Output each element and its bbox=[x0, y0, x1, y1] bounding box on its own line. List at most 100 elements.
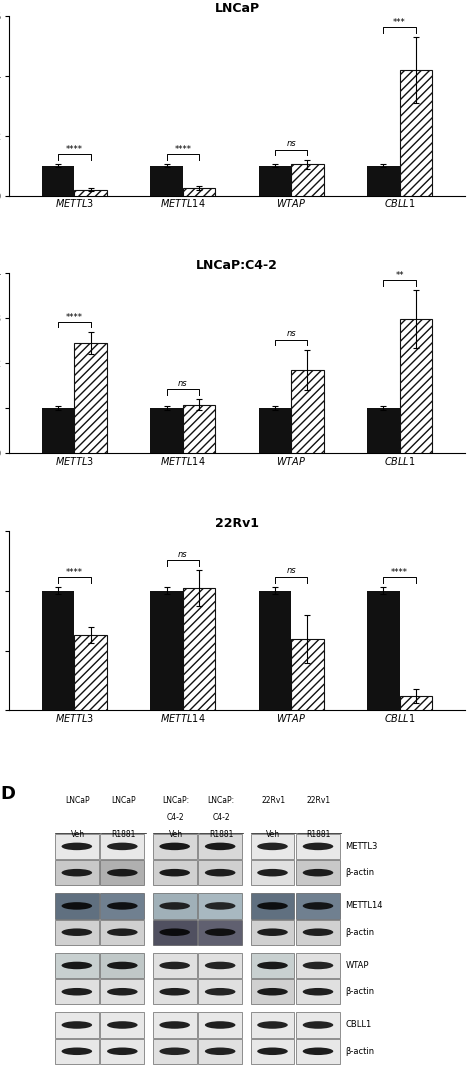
Bar bbox=[251, 920, 294, 944]
Bar bbox=[259, 408, 291, 453]
Ellipse shape bbox=[62, 1022, 92, 1029]
Ellipse shape bbox=[62, 988, 92, 996]
Text: D: D bbox=[0, 786, 15, 803]
Bar bbox=[153, 1039, 197, 1063]
Bar bbox=[291, 639, 324, 711]
Ellipse shape bbox=[303, 928, 333, 936]
Ellipse shape bbox=[205, 843, 236, 850]
Text: C4-2: C4-2 bbox=[167, 814, 184, 822]
Bar bbox=[150, 166, 183, 196]
Bar bbox=[367, 408, 400, 453]
Ellipse shape bbox=[107, 843, 137, 850]
Text: ***: *** bbox=[393, 18, 406, 27]
Ellipse shape bbox=[107, 1022, 137, 1029]
Text: **: ** bbox=[395, 271, 404, 280]
Bar bbox=[400, 70, 432, 196]
Bar bbox=[153, 893, 197, 919]
Bar bbox=[100, 834, 144, 859]
Bar bbox=[296, 953, 340, 978]
Ellipse shape bbox=[107, 928, 137, 936]
Ellipse shape bbox=[257, 903, 288, 910]
Ellipse shape bbox=[159, 928, 190, 936]
Bar bbox=[183, 589, 215, 711]
Bar bbox=[153, 860, 197, 885]
Bar bbox=[291, 164, 324, 196]
Bar bbox=[367, 166, 400, 196]
Text: ns: ns bbox=[286, 566, 296, 576]
Bar bbox=[296, 860, 340, 885]
Bar bbox=[55, 1039, 99, 1063]
Bar bbox=[153, 979, 197, 1004]
Ellipse shape bbox=[62, 1047, 92, 1055]
Bar bbox=[198, 979, 242, 1004]
Ellipse shape bbox=[205, 1047, 236, 1055]
Ellipse shape bbox=[303, 869, 333, 877]
Ellipse shape bbox=[257, 869, 288, 877]
Bar bbox=[55, 979, 99, 1004]
Bar bbox=[251, 1039, 294, 1063]
Bar bbox=[55, 893, 99, 919]
Ellipse shape bbox=[257, 988, 288, 996]
Text: ****: **** bbox=[66, 146, 83, 154]
Bar bbox=[251, 953, 294, 978]
Ellipse shape bbox=[257, 928, 288, 936]
Bar bbox=[55, 953, 99, 978]
Bar bbox=[251, 834, 294, 859]
Ellipse shape bbox=[303, 988, 333, 996]
Text: LNCaP: LNCaP bbox=[65, 796, 90, 805]
Bar bbox=[42, 591, 74, 711]
Bar bbox=[251, 979, 294, 1004]
Ellipse shape bbox=[257, 1047, 288, 1055]
Ellipse shape bbox=[303, 843, 333, 850]
Text: ns: ns bbox=[178, 378, 188, 388]
Bar bbox=[259, 591, 291, 711]
Ellipse shape bbox=[107, 988, 137, 996]
Bar bbox=[198, 1012, 242, 1038]
Ellipse shape bbox=[107, 869, 137, 877]
Ellipse shape bbox=[205, 903, 236, 910]
Ellipse shape bbox=[303, 1022, 333, 1029]
Ellipse shape bbox=[205, 869, 236, 877]
Bar bbox=[55, 920, 99, 944]
Bar bbox=[259, 166, 291, 196]
Text: R1881: R1881 bbox=[111, 830, 136, 839]
Text: ****: **** bbox=[391, 568, 408, 577]
Bar bbox=[400, 319, 432, 453]
Text: LNCaP:: LNCaP: bbox=[208, 796, 235, 805]
Ellipse shape bbox=[159, 869, 190, 877]
Ellipse shape bbox=[159, 1022, 190, 1029]
Bar bbox=[100, 953, 144, 978]
Text: LNCaP:: LNCaP: bbox=[162, 796, 189, 805]
Bar bbox=[74, 343, 107, 453]
Bar bbox=[100, 1012, 144, 1038]
Text: Veh: Veh bbox=[71, 830, 85, 839]
Ellipse shape bbox=[303, 903, 333, 910]
Ellipse shape bbox=[62, 962, 92, 969]
Ellipse shape bbox=[159, 843, 190, 850]
Bar bbox=[100, 979, 144, 1004]
Bar bbox=[198, 953, 242, 978]
Ellipse shape bbox=[257, 1022, 288, 1029]
Ellipse shape bbox=[107, 1047, 137, 1055]
Bar bbox=[150, 408, 183, 453]
Bar bbox=[296, 1039, 340, 1063]
Text: 22Rv1: 22Rv1 bbox=[307, 796, 331, 805]
Ellipse shape bbox=[205, 1022, 236, 1029]
Text: R1881: R1881 bbox=[307, 830, 331, 839]
Bar bbox=[198, 834, 242, 859]
Bar bbox=[150, 591, 183, 711]
Text: β-actin: β-actin bbox=[345, 927, 374, 937]
Bar bbox=[296, 834, 340, 859]
Text: Veh: Veh bbox=[266, 830, 281, 839]
Ellipse shape bbox=[205, 988, 236, 996]
Bar bbox=[367, 591, 400, 711]
Bar bbox=[183, 189, 215, 196]
Title: LNCaP: LNCaP bbox=[214, 2, 260, 15]
Bar bbox=[100, 920, 144, 944]
Ellipse shape bbox=[159, 962, 190, 969]
Bar bbox=[198, 1039, 242, 1063]
Ellipse shape bbox=[62, 843, 92, 850]
Bar bbox=[100, 860, 144, 885]
Text: β-actin: β-actin bbox=[345, 1046, 374, 1056]
Ellipse shape bbox=[159, 903, 190, 910]
